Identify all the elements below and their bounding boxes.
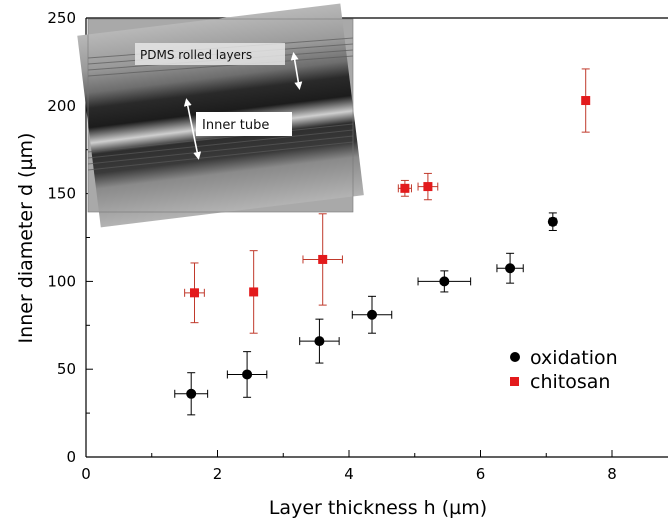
legend-chitosan-label: chitosan — [530, 371, 610, 393]
x-tick-label: 2 — [213, 465, 223, 483]
legend-chitosan-marker — [510, 377, 519, 386]
x-tick-label: 8 — [607, 465, 617, 483]
y-tick-label: 200 — [47, 97, 76, 115]
oxidation-point — [242, 369, 253, 380]
legend-oxidation-label: oxidation — [530, 347, 618, 369]
y-tick-label: 50 — [57, 360, 76, 378]
chitosan-point — [189, 288, 199, 298]
inset-label-inner-tube: Inner tube — [202, 118, 269, 133]
x-tick-label: 6 — [476, 465, 486, 483]
inset-micrograph: PDMS rolled layers Inner tube — [77, 3, 364, 228]
oxidation-point — [186, 388, 197, 399]
y-axis-title: Inner diameter d (µm) — [15, 133, 37, 344]
series-oxidation — [174, 212, 558, 416]
oxidation-point — [367, 309, 378, 320]
chitosan-point — [423, 182, 433, 192]
chitosan-point — [249, 287, 259, 297]
oxidation-point — [439, 276, 450, 287]
chitosan-point — [400, 183, 410, 193]
legend-oxidation-marker — [510, 352, 520, 362]
x-axis-title: Layer thickness h (µm) — [269, 497, 487, 519]
y-tick-label: 250 — [47, 9, 76, 27]
x-tick-label: 4 — [344, 465, 354, 483]
y-tick-label: 150 — [47, 185, 76, 203]
x-tick-label: 0 — [81, 465, 91, 483]
chitosan-point — [581, 96, 591, 106]
oxidation-point — [547, 216, 558, 227]
oxidation-point — [314, 336, 325, 347]
chitosan-point — [318, 254, 328, 264]
series-layer — [174, 68, 591, 416]
y-tick-label: 0 — [66, 448, 76, 466]
arrow-rolled-layers — [290, 52, 303, 90]
series-chitosan — [184, 68, 591, 334]
x-ticks: 0 2 4 6 8 — [81, 450, 617, 483]
arrow-inner-tube — [183, 98, 202, 160]
y-tick-label: 100 — [47, 272, 76, 290]
inset-label-rolled-layers: PDMS rolled layers — [140, 48, 252, 62]
y-ticks: 0 50 100 150 200 250 — [47, 9, 93, 466]
legend: oxidation chitosan — [510, 347, 618, 393]
oxidation-point — [505, 263, 516, 274]
